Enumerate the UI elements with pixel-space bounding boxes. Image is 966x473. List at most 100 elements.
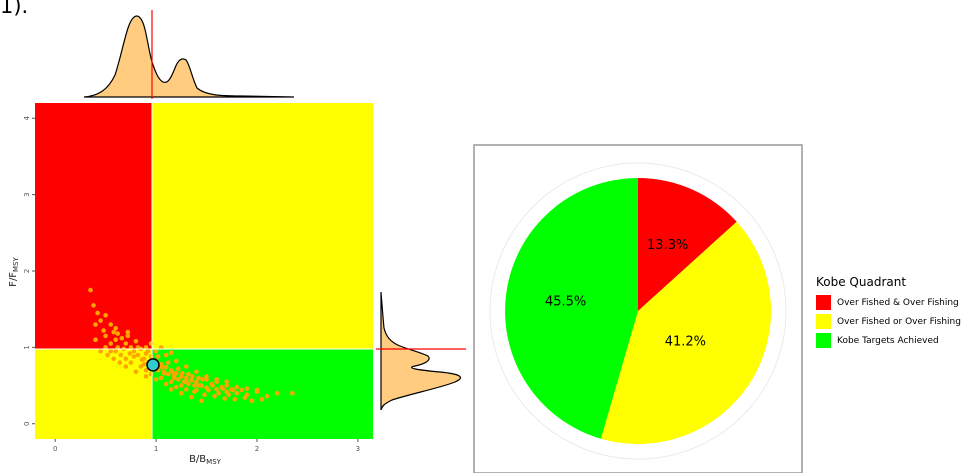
scatter-point <box>179 383 184 388</box>
pie-slice <box>600 221 772 444</box>
scatter-point <box>131 354 137 359</box>
scatter-point <box>148 371 154 377</box>
scatter-point <box>249 398 255 404</box>
scatter-point <box>190 374 195 379</box>
scatter-point <box>244 386 250 391</box>
scatter-point <box>118 352 124 358</box>
scatter-point <box>230 387 236 393</box>
legend-swatch-yellow <box>816 314 831 329</box>
y-axis-label: F/FMSY <box>8 256 20 286</box>
scatter-point <box>176 377 181 382</box>
scatter-point <box>161 371 167 376</box>
y-axis-label-sub: MSY <box>12 256 20 271</box>
scatter-point <box>111 329 116 335</box>
legend-swatch-green <box>816 333 831 348</box>
scatter-point <box>214 387 219 392</box>
current-estimate-marker <box>146 358 160 372</box>
scatter-point <box>222 396 227 401</box>
scatter-point <box>234 390 240 396</box>
scatter-point <box>171 373 177 378</box>
x-tick-label: 2 <box>255 445 259 453</box>
scatter-point <box>148 341 154 346</box>
scatter-point <box>199 398 204 404</box>
scatter-point <box>143 374 149 379</box>
scatter-point <box>212 393 217 399</box>
scatter-point <box>111 356 116 362</box>
pie-slice-label: 13.3% <box>647 238 688 253</box>
quadrant-bottom-left <box>35 349 152 439</box>
scatter-point <box>184 377 189 383</box>
y-tick-label: 2 <box>23 269 31 273</box>
right-density-plot <box>376 291 466 411</box>
y-tick-label: 3 <box>23 192 31 196</box>
scatter-point <box>220 386 225 391</box>
scatter-point <box>214 377 219 382</box>
scatter-point <box>123 356 129 362</box>
right-density-curve <box>380 291 461 411</box>
pie-slice-label: 41.2% <box>665 335 706 350</box>
scatter-point <box>123 364 129 369</box>
x-axis-ticks: 0 1 2 3 <box>53 439 360 453</box>
page-fragment-text: 1). <box>0 0 29 18</box>
scatter-point <box>98 348 103 354</box>
scatter-point <box>139 357 145 362</box>
scatter-point <box>163 352 169 358</box>
scatter-point <box>189 394 194 400</box>
scatter-point <box>168 350 174 356</box>
scatter-point <box>210 383 215 388</box>
scatter-point <box>131 348 137 354</box>
scatter-point <box>105 352 110 358</box>
scatter-point <box>155 354 161 359</box>
scatter-point <box>184 364 189 369</box>
quadrant-top-right <box>152 103 373 349</box>
scatter-point <box>189 377 194 383</box>
scatter-point <box>264 393 270 399</box>
scatter-point <box>93 322 98 327</box>
scatter-point <box>168 379 174 385</box>
quadrant-bottom-right <box>152 349 373 439</box>
scatter-point <box>127 351 133 356</box>
scatter-point <box>186 381 191 387</box>
top-density-curve <box>83 15 295 98</box>
scatter-point <box>216 390 221 396</box>
scatter-point <box>113 348 118 354</box>
pie-slice-label: 45.5% <box>545 295 586 310</box>
x-axis-label-main: B/B <box>189 454 206 465</box>
scatter-point <box>159 364 165 370</box>
scatter-point <box>158 375 164 381</box>
scatter-point <box>108 341 113 346</box>
scatter-point <box>202 392 207 398</box>
scatter-point <box>206 387 211 393</box>
scatter-point <box>204 374 209 379</box>
y-tick-label: 1 <box>23 345 31 349</box>
scatter-point <box>224 383 229 388</box>
scatter-point <box>153 348 159 354</box>
scatter-point <box>101 328 106 333</box>
scatter-point <box>290 390 295 396</box>
top-density-plot <box>83 10 295 99</box>
pie-legend: Kobe Quadrant Over Fished & Over Fishing… <box>816 275 961 350</box>
y-axis-label-main: F/F <box>8 272 19 287</box>
scatter-point <box>259 397 265 402</box>
x-tick-label: 3 <box>356 445 360 453</box>
scatter-point <box>180 371 185 376</box>
scatter-point <box>163 381 169 387</box>
scatter-point <box>115 331 120 336</box>
scatter-point <box>168 387 174 392</box>
scatter-point <box>133 339 139 344</box>
scatter-point <box>239 387 245 393</box>
y-tick-label: 4 <box>23 116 31 121</box>
scatter-point <box>123 341 129 346</box>
scatter-point <box>135 352 141 358</box>
scatter-point <box>113 337 118 343</box>
scatter-point <box>196 375 201 381</box>
scatter-point <box>113 326 118 331</box>
scatter-point <box>108 322 113 327</box>
scatter-point <box>125 329 131 335</box>
scatter-point <box>163 364 169 370</box>
scatter-point <box>143 368 149 373</box>
scatter-point <box>254 387 260 393</box>
legend-label: Over Fished or Over Fishing <box>837 316 961 327</box>
